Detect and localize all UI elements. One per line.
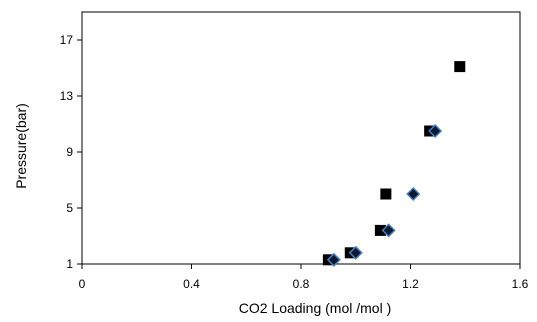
diamond-point xyxy=(326,252,341,267)
data-points xyxy=(322,61,466,267)
x-tick-label: 1.2 xyxy=(402,277,419,291)
y-axis-title: Pressure(bar) xyxy=(13,103,29,189)
axis-ticks xyxy=(77,39,521,269)
x-tick-label: 0.4 xyxy=(183,277,200,291)
x-tick-labels: 0 0.4 0.8 1.2 1.6 xyxy=(79,277,529,291)
x-axis-title: CO2 Loading (mol /mol ) xyxy=(239,300,392,316)
diamond-point xyxy=(428,123,443,139)
diamond-point xyxy=(348,245,363,260)
square-point xyxy=(374,224,386,236)
x-tick-label: 0.8 xyxy=(293,277,310,291)
y-tick-labels: 1 5 9 13 17 xyxy=(60,33,74,271)
square-point xyxy=(380,188,392,200)
y-tick-label: 9 xyxy=(66,145,73,159)
plot-area xyxy=(81,11,521,265)
x-tick-label: 1.6 xyxy=(512,277,529,291)
x-tick-label: 0 xyxy=(79,277,86,291)
diamond-point xyxy=(381,223,396,238)
square-point xyxy=(454,61,466,73)
y-tick-label: 5 xyxy=(66,201,73,215)
y-tick-label: 1 xyxy=(66,257,73,271)
y-tick-label: 13 xyxy=(60,89,74,103)
diamond-point xyxy=(406,186,421,202)
y-tick-label: 17 xyxy=(60,33,74,47)
